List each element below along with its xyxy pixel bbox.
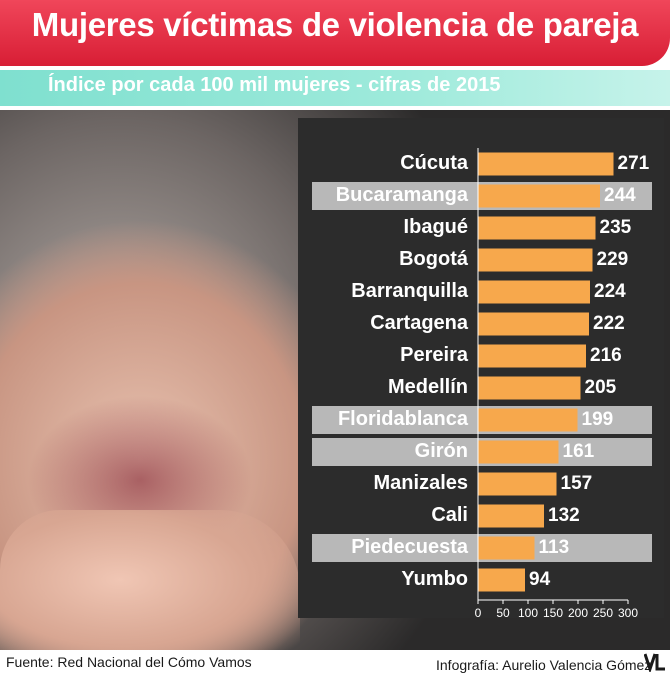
value-label: 222 [593,313,625,334]
value-label: 157 [560,473,593,494]
category-label: Medellín [387,376,468,398]
bar [478,152,614,176]
category-label: Manizales [373,472,468,494]
bar [478,280,590,304]
bar [478,376,581,400]
x-tick-label: 200 [567,606,589,620]
category-label: Yumbo [401,568,468,590]
publisher-logo-icon [644,653,665,672]
credit-note: Infografía: Aurelio Valencia Gómez [436,657,652,673]
bar [478,216,596,240]
value-label: 235 [599,217,632,238]
bar [478,568,525,592]
bar [478,440,559,464]
bar [478,344,586,368]
category-label: Bucaramanga [335,184,468,206]
chart-subtitle: Índice por cada 100 mil mujeres - cifras… [48,74,501,96]
bar [478,312,589,336]
x-tick-label: 150 [542,606,564,620]
value-label: 244 [604,185,636,206]
value-label: 199 [581,409,614,430]
value-label: 161 [562,441,595,462]
source-note: Fuente: Red Nacional del Cómo Vamos [6,654,252,670]
value-label: 216 [590,345,622,366]
category-label: Cartagena [370,312,468,334]
hand-photo-area [0,510,300,650]
value-label: 224 [594,281,626,302]
category-label: Cali [431,504,468,526]
x-tick-label: 0 [474,606,482,620]
x-tick-label: 300 [617,606,639,620]
category-label: Bogotá [399,248,468,270]
x-tick-label: 250 [592,606,614,620]
chart-title: Mujeres víctimas de violencia de pareja [31,6,639,43]
category-label: Piedecuesta [351,536,468,558]
x-tick-label: 50 [496,606,510,620]
subtitle-banner [0,70,670,106]
bar [478,408,578,432]
value-label: 229 [596,249,629,270]
value-label: 113 [538,537,570,558]
x-tick-label: 100 [517,606,539,620]
bar [478,184,600,208]
category-label: Cúcuta [400,152,468,174]
title-banner [0,0,670,66]
category-label: Floridablanca [337,408,468,430]
category-label: Ibagué [403,216,468,238]
value-label: 132 [548,505,580,526]
bar [478,472,557,496]
value-label: 271 [617,153,650,174]
bar [478,536,535,560]
bar [478,504,544,528]
bar [478,248,593,272]
category-label: Barranquilla [351,280,468,302]
value-label: 94 [529,569,551,590]
category-label: Pereira [400,344,468,366]
category-label: Girón [414,440,468,462]
value-label: 205 [584,377,617,398]
